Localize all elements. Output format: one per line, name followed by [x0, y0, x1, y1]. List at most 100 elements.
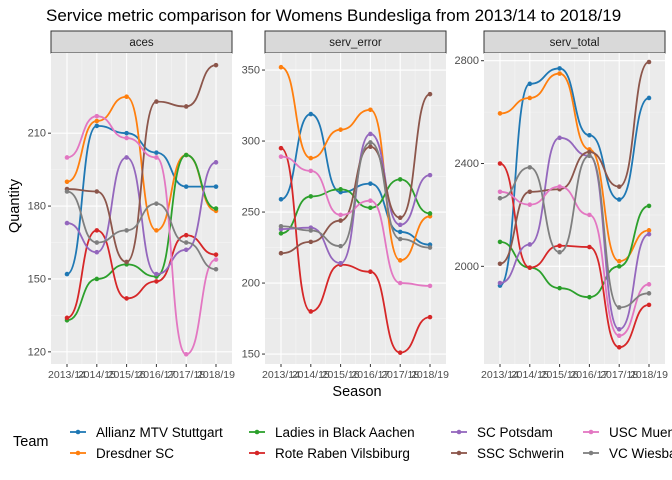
- data-point: [427, 283, 433, 289]
- data-point: [587, 294, 592, 300]
- data-point: [397, 280, 403, 286]
- data-point: [213, 252, 219, 257]
- data-point: [497, 280, 503, 286]
- data-point: [94, 189, 100, 194]
- data-point: [308, 155, 314, 161]
- facet-strip-label: serv_error: [329, 37, 382, 49]
- data-point: [124, 94, 129, 100]
- data-point: [616, 197, 622, 202]
- facet-strip-label: aces: [129, 37, 154, 49]
- data-point: [616, 184, 622, 189]
- data-point: [308, 194, 314, 199]
- data-point: [154, 279, 159, 284]
- data-point: [213, 266, 219, 272]
- legend-key-point: [254, 450, 260, 456]
- data-point: [587, 244, 592, 250]
- data-point: [154, 201, 159, 206]
- data-point: [527, 95, 533, 101]
- legend-entry: USC Muenster: [583, 425, 672, 440]
- data-point: [397, 350, 403, 355]
- x-tick-label: 2016/17: [570, 369, 608, 381]
- data-point: [646, 59, 652, 65]
- data-point: [94, 123, 100, 129]
- facet-panel-serv_error: serv_error1502002503003502013/142014/152…: [242, 30, 449, 381]
- facet-panel-serv_total: serv_total 2000 2400 2800 2013/142014/152015…: [455, 30, 668, 381]
- data-point: [308, 239, 314, 245]
- data-point: [557, 66, 562, 71]
- data-point: [497, 189, 503, 195]
- x-tick-label: 2017/18: [167, 369, 205, 381]
- legend-label: SC Potsdam: [477, 425, 553, 440]
- data-point: [278, 223, 284, 229]
- y-axis-title: Quantity: [7, 178, 23, 233]
- data-point: [646, 228, 652, 233]
- data-point: [94, 240, 100, 245]
- data-point: [278, 145, 284, 151]
- x-axis-title: Season: [332, 384, 381, 400]
- data-point: [154, 99, 159, 104]
- y-tick-label: 150: [242, 349, 260, 361]
- y-tick-label: 200: [242, 278, 260, 290]
- data-point: [368, 205, 373, 211]
- data-point: [368, 107, 373, 113]
- data-point: [154, 150, 159, 155]
- data-point: [124, 130, 129, 136]
- data-point: [278, 231, 284, 236]
- data-point: [587, 149, 592, 155]
- x-tick-label: 2014/15: [78, 369, 116, 381]
- data-point: [94, 276, 100, 282]
- data-point: [557, 285, 562, 291]
- data-point: [338, 218, 343, 223]
- x-tick-label: 2017/18: [381, 369, 419, 381]
- legend-label: Rote Raben Vilsbiburg: [275, 446, 410, 461]
- x-tick-label: 2015/16: [108, 369, 146, 381]
- data-point: [497, 261, 503, 267]
- data-point: [154, 228, 159, 233]
- data-point: [427, 211, 433, 216]
- data-point: [213, 206, 219, 211]
- data-point: [124, 228, 129, 233]
- data-point: [587, 153, 592, 159]
- legend-key-point: [254, 429, 260, 435]
- data-point: [124, 259, 129, 265]
- data-point: [64, 220, 70, 226]
- data-point: [278, 250, 284, 256]
- data-point: [646, 95, 652, 101]
- data-point: [527, 81, 533, 87]
- data-point: [338, 127, 343, 132]
- x-tick-label: 2013/14: [481, 369, 519, 381]
- chart-title: Service metric comparison for Womens Bun…: [46, 6, 621, 25]
- y-tick-label: 250: [242, 207, 260, 219]
- data-point: [154, 155, 159, 160]
- x-tick-label: 2014/15: [511, 369, 549, 381]
- data-point: [278, 154, 284, 159]
- data-point: [427, 172, 433, 178]
- data-point: [94, 113, 100, 119]
- data-point: [557, 184, 562, 189]
- data-point: [527, 189, 533, 195]
- legend-entry: VC Wiesbaden: [583, 446, 672, 461]
- data-point: [213, 62, 219, 68]
- x-tick-label: 2018/19: [630, 369, 668, 381]
- legend-entry: Dresdner SC: [70, 446, 174, 461]
- legend-key-point: [588, 429, 594, 435]
- facet-strip-label: serv_total: [550, 37, 600, 49]
- legend-label: Allianz MTV Stuttgart: [96, 425, 223, 440]
- facet-panels: aces1201501802102013/142014/152015/16201…: [28, 30, 668, 381]
- data-point: [183, 104, 189, 109]
- data-point: [646, 203, 652, 209]
- legend-key-point: [75, 429, 81, 435]
- data-point: [183, 351, 189, 357]
- x-tick-label: 2016/17: [351, 369, 389, 381]
- data-point: [368, 140, 373, 145]
- data-point: [497, 239, 503, 245]
- legend-title: Team: [13, 434, 48, 450]
- data-point: [64, 315, 70, 321]
- data-point: [397, 215, 403, 221]
- data-point: [308, 228, 314, 233]
- data-point: [616, 305, 622, 310]
- data-point: [368, 144, 373, 150]
- data-point: [557, 249, 562, 255]
- x-tick-label: 2016/17: [137, 369, 175, 381]
